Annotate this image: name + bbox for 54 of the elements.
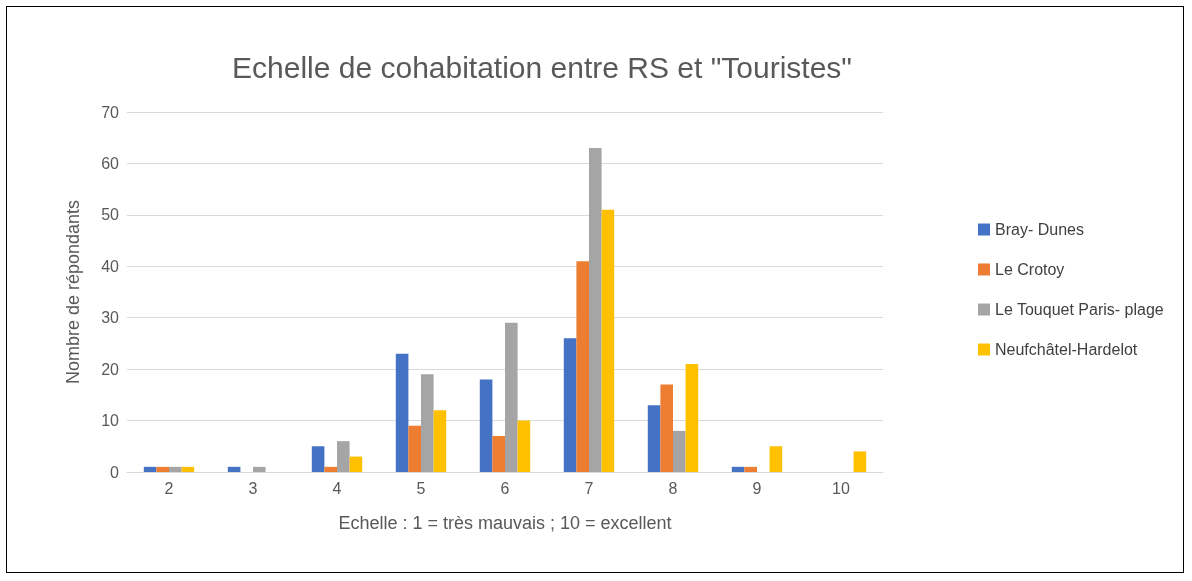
bar — [408, 425, 421, 472]
bar — [227, 466, 241, 472]
bar — [253, 466, 266, 472]
bar — [492, 436, 505, 472]
y-tick-label: 70 — [101, 103, 120, 121]
bar — [156, 466, 169, 472]
y-tick-label: 60 — [101, 154, 120, 172]
legend-label: Le Touquet Paris- plage — [995, 301, 1164, 318]
bar — [311, 446, 325, 472]
x-tick-label: 10 — [832, 479, 850, 497]
bar — [660, 384, 673, 472]
bar — [853, 451, 867, 472]
bar — [395, 353, 409, 472]
bar — [744, 466, 757, 472]
bar — [181, 466, 195, 472]
y-axis-title: Nombre de répondants — [63, 199, 83, 385]
x-tick-label: 9 — [752, 479, 762, 497]
x-tick-label: 7 — [584, 479, 594, 497]
x-tick-label: 2 — [164, 479, 174, 497]
bar — [349, 456, 363, 472]
bar — [769, 446, 783, 472]
y-tick-label: 40 — [101, 257, 120, 275]
bar — [647, 405, 661, 472]
x-tick-label: 6 — [500, 479, 510, 497]
x-tick-label: 4 — [332, 479, 342, 497]
y-tick-label: 30 — [101, 309, 120, 327]
bar — [576, 261, 589, 472]
x-tick-label: 5 — [416, 479, 426, 497]
bar — [143, 466, 157, 472]
legend-label: Le Crotoy — [995, 261, 1065, 278]
bar — [505, 322, 518, 472]
bar — [421, 374, 434, 472]
bar — [601, 209, 615, 472]
x-axis-title: Echelle : 1 = très mauvais ; 10 = excellent — [338, 513, 672, 533]
bar — [673, 430, 686, 472]
legend-label: Bray- Dunes — [995, 221, 1084, 238]
bar — [169, 466, 182, 472]
bar — [337, 441, 350, 472]
bar — [517, 420, 531, 472]
y-tick-label: 10 — [101, 412, 120, 430]
y-tick-label: 0 — [110, 463, 120, 481]
bar — [433, 410, 447, 472]
bar — [589, 148, 602, 472]
bar — [563, 338, 577, 472]
legend-label: Neufchâtel-Hardelot — [995, 341, 1138, 358]
bar — [324, 466, 337, 472]
x-tick-label: 3 — [248, 479, 258, 497]
bar — [479, 379, 493, 472]
bar — [685, 364, 699, 472]
bar — [731, 466, 745, 472]
y-tick-label: 50 — [101, 206, 120, 224]
y-tick-label: 20 — [101, 360, 120, 378]
x-tick-label: 8 — [668, 479, 678, 497]
chart-title: Echelle de cohabitation entre RS et "Touristes" — [232, 50, 852, 84]
